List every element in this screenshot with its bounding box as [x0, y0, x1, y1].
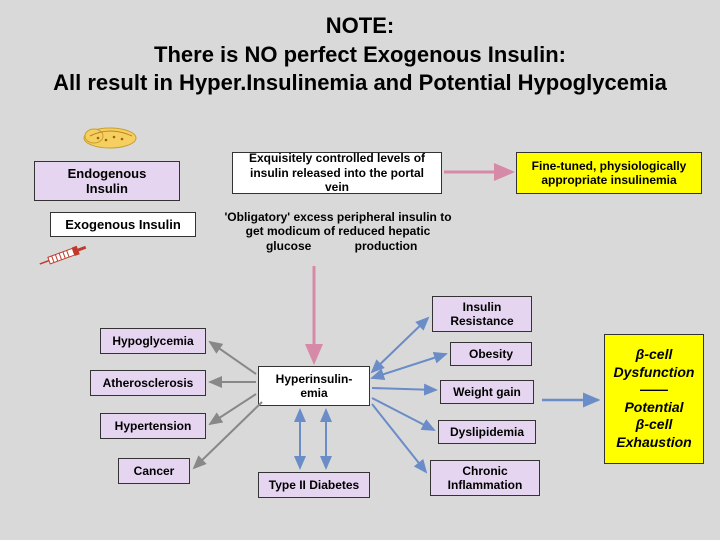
weightgain-box: Weight gain [440, 380, 534, 404]
hyperinsulinemia-box: Hyperinsulin-emia [258, 366, 370, 406]
chronic-inflammation-box: Chronic Inflammation [430, 460, 540, 496]
obligatory-l2: get modicum of reduced hepatic [210, 224, 466, 238]
betacell-text: β-cell Dysfunction —— Potential β-cell E… [608, 346, 700, 451]
obligatory-l1: 'Obligatory' excess peripheral insulin t… [210, 210, 466, 224]
typeii-box: Type II Diabetes [258, 472, 370, 498]
pancreas-icon [80, 120, 140, 152]
obligatory-text: 'Obligatory' excess peripheral insulin t… [210, 210, 466, 253]
title-line2: There is NO perfect Exogenous Insulin: [0, 41, 720, 70]
endogenous-insulin-box: Endogenous Insulin [34, 161, 180, 201]
cancer-box: Cancer [118, 458, 190, 484]
atherosclerosis-box: Atherosclerosis [90, 370, 206, 396]
insulin-resistance-box: Insulin Resistance [432, 296, 532, 332]
hypertension-box: Hypertension [100, 413, 206, 439]
hypoglycemia-box: Hypoglycemia [100, 328, 206, 354]
title-line3: All result in Hyper.Insulinemia and Pote… [0, 69, 720, 98]
title-line1: NOTE: [0, 12, 720, 41]
exogenous-insulin-box: Exogenous Insulin [50, 212, 196, 237]
dyslipidemia-box: Dyslipidemia [438, 420, 536, 444]
title-block: NOTE: There is NO perfect Exogenous Insu… [0, 0, 720, 98]
syringe-icon [36, 237, 90, 273]
obligatory-l3: glucose production [210, 239, 466, 253]
exquisite-box: Exquisitely controlled levels of insulin… [232, 152, 442, 194]
finetuned-box: Fine-tuned, physiologically appropriate … [516, 152, 702, 194]
obesity-box: Obesity [450, 342, 532, 366]
